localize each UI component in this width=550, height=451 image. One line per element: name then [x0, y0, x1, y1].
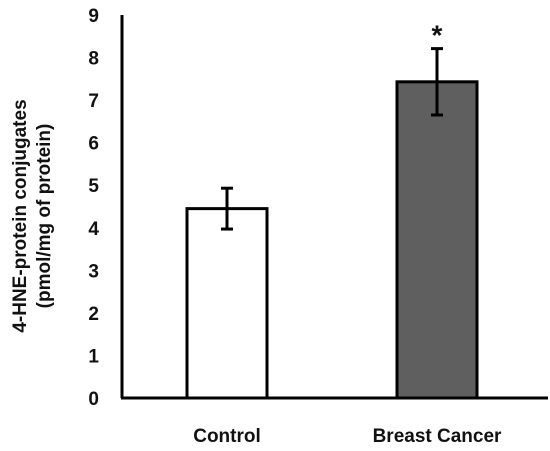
axes-group: [120, 15, 548, 400]
y-axis-title: 4-HNE-protein conjugates (pmol/mg of pro…: [10, 99, 55, 332]
bars-group: [185, 80, 479, 400]
x-category-label: Breast Cancer: [373, 426, 502, 447]
y-axis-ticks: 0 1 2 3 4 5 6 7 8 9: [88, 6, 99, 410]
y-tick-label: 4: [88, 219, 99, 240]
x-axis-categories: Control Breast Cancer: [193, 426, 502, 447]
bar-breast-cancer: [395, 80, 479, 400]
error-bars-group: [221, 47, 443, 231]
y-axis-title-line-2: (pmol/mg of protein): [34, 124, 55, 309]
y-tick-label: 1: [88, 346, 99, 367]
y-axis-title-line-1: 4-HNE-protein conjugates: [10, 99, 31, 332]
x-category-label: Control: [193, 426, 261, 447]
y-tick-label: 2: [88, 304, 99, 325]
y-tick-label: 5: [88, 176, 99, 197]
y-tick-label: 3: [88, 261, 99, 282]
y-tick-label: 9: [88, 6, 99, 27]
y-tick-label: 6: [88, 134, 99, 155]
error-bar-control: [221, 186, 233, 231]
annotations-group: *: [432, 20, 443, 51]
bar-control: [185, 207, 269, 400]
error-bar-breast-cancer: [431, 47, 443, 117]
significance-marker: *: [432, 20, 443, 51]
y-tick-label: 7: [88, 91, 99, 112]
y-tick-label: 8: [88, 49, 99, 70]
y-tick-label: 0: [88, 389, 99, 410]
